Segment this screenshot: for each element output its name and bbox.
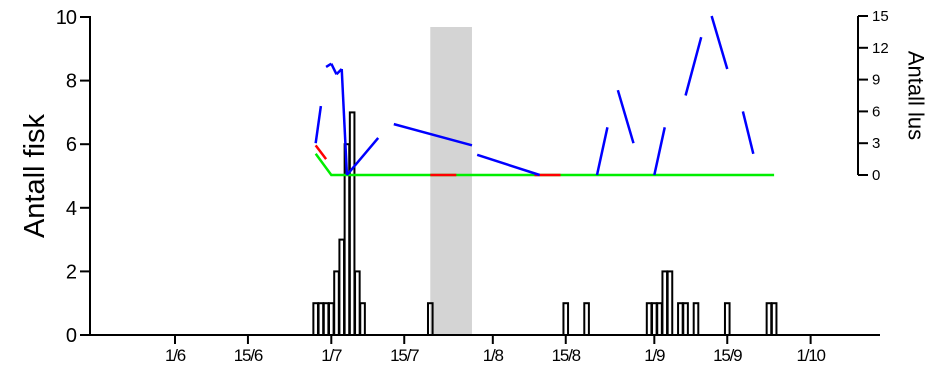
fish-bar (682, 302, 689, 337)
fish-bar (426, 302, 434, 337)
fish-bar (583, 302, 590, 337)
fish-bar (770, 302, 778, 337)
lice-line-green (314, 153, 775, 177)
axes (80, 15, 880, 344)
y-right-tick-label: 0 (872, 167, 880, 184)
lice-segment-blue (393, 122, 473, 147)
x-tick-label: 15/9 (713, 346, 742, 365)
fish-bar (338, 238, 346, 337)
fish-bar (765, 302, 773, 337)
x-tick-label: 1/7 (321, 346, 342, 365)
x-tick-label: 15/8 (552, 346, 581, 365)
y-right-tick-label: 12 (872, 40, 889, 57)
y-left-tick-label: 10 (56, 7, 77, 29)
y-right-tick-label: 15 (872, 8, 889, 25)
shaded-period-band (430, 27, 472, 335)
lice-segment-blue (684, 36, 703, 96)
fish-bars (312, 111, 778, 337)
tick-labels: 0 2 4 6 8 10 0 3 6 9 12 15 1/6 15/6 1/7 15/7 1/8 15/8 1/9 1… (56, 7, 889, 365)
y-right-tick-label: 9 (872, 72, 880, 89)
x-tick-label: 15/7 (390, 346, 419, 365)
fish-bar (562, 302, 570, 337)
lice-segment-blue (345, 137, 380, 176)
shaded-period (430, 27, 472, 335)
fish-bar (328, 302, 335, 337)
y-left-tick-label: 6 (66, 134, 77, 156)
fish-bar (322, 302, 330, 337)
x-tick-label: 1/9 (644, 346, 665, 365)
x-tick-label: 1/10 (796, 346, 825, 365)
y-left-tick-label: 8 (66, 71, 77, 93)
fish-bar (312, 302, 319, 337)
lice-segment-blue (653, 127, 666, 176)
y-right-tick-label: 6 (872, 103, 880, 120)
y-left-tick-label: 0 (66, 325, 77, 347)
fish-bar (651, 302, 658, 337)
fish-bar (723, 302, 731, 337)
y-right-tick-label: 3 (872, 135, 880, 152)
x-tick-label: 1/8 (483, 346, 504, 365)
lice-segment-blue (616, 89, 635, 144)
fish-bar (661, 270, 669, 336)
fish-bar (666, 270, 674, 336)
y-left-tick-label: 2 (66, 261, 77, 283)
fish-bar (354, 270, 361, 336)
lice-segment-blue (314, 105, 323, 144)
fish-bar (656, 302, 663, 337)
lice-lines (314, 15, 775, 177)
lice-segment-blue (330, 63, 338, 75)
fish-bar (645, 302, 653, 337)
fish-bar (348, 111, 356, 337)
lice-segment-blue (710, 15, 729, 70)
y-axis-left-title: Antall fisk (19, 113, 51, 238)
x-tick-label: 1/6 (165, 346, 186, 365)
fish-bar (677, 302, 684, 337)
fish-bar (692, 302, 700, 337)
y-left-tick-label: 4 (66, 198, 77, 220)
y-axis-right-title: Antall lus (903, 51, 928, 140)
fish-bar (333, 270, 340, 336)
lice-segment-blue (476, 153, 541, 177)
lice-segment-red (314, 144, 328, 160)
lice-segment-blue (340, 68, 349, 176)
lice-segment-blue (595, 127, 609, 176)
lice-segment-blue (741, 111, 755, 155)
fish-bar (359, 302, 366, 337)
fish-bar (317, 302, 325, 337)
x-tick-label: 15/6 (234, 346, 263, 365)
